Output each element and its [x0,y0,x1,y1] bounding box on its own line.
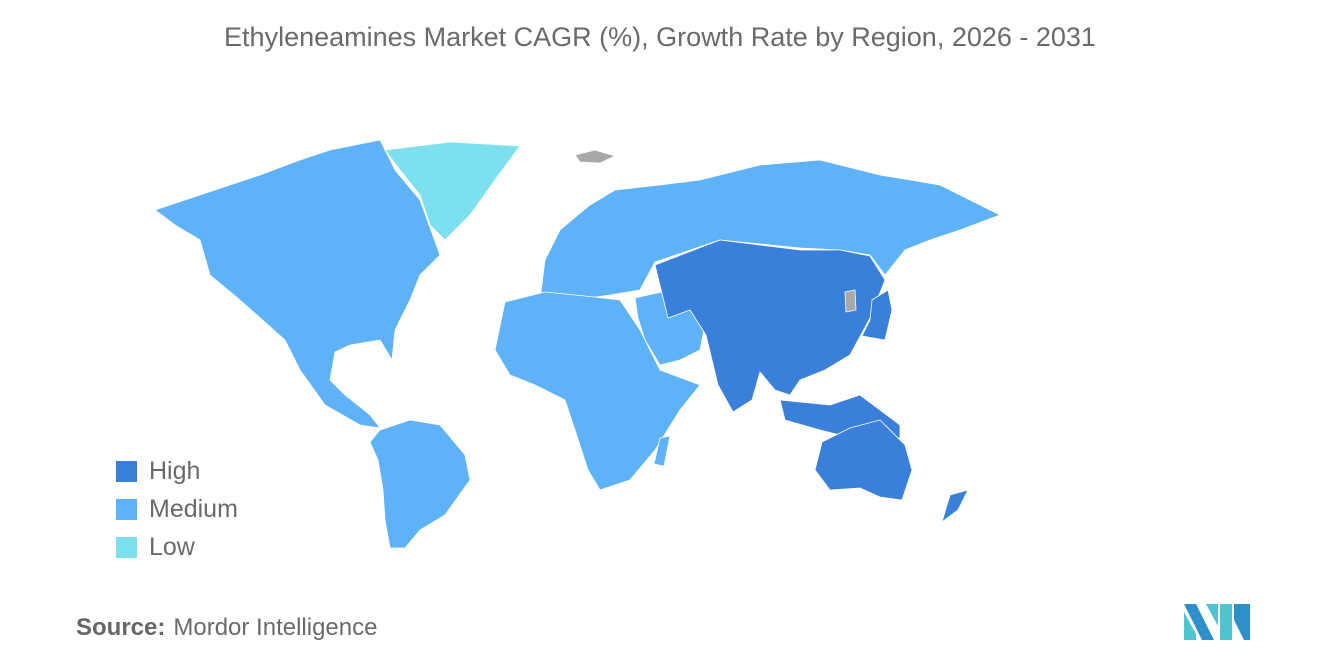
legend: High Medium Low [116,452,238,566]
region-madagascar [653,435,671,467]
legend-swatch-low [116,536,137,558]
region-africa [494,291,701,491]
region-greenland [384,141,521,241]
legend-item-high: High [116,452,238,490]
chart-title: Ethyleneamines Market CAGR (%), Growth R… [224,22,1096,52]
legend-item-low: Low [116,528,238,566]
legend-item-medium: Medium [116,490,238,528]
source-label: Source: [76,614,166,641]
region-japan [861,289,893,341]
region-new-zealand [941,489,969,523]
region-europe-russia [539,159,1001,301]
region-australia [814,419,913,501]
legend-label: High [149,456,201,485]
region-north-america [154,139,441,429]
legend-label: Low [149,532,195,561]
region-south-america [369,419,471,549]
legend-swatch-high [116,460,137,482]
region-korea-no-data [844,289,857,313]
legend-label: Medium [149,494,238,523]
legend-swatch-medium [116,498,137,520]
source-note: Source: Mordor Intelligence [76,614,377,642]
region-svalbard-no-data [574,149,616,164]
region-asia-high [654,239,886,413]
mordor-intelligence-logo [1184,604,1250,640]
source-value: Mordor Intelligence [173,614,378,641]
